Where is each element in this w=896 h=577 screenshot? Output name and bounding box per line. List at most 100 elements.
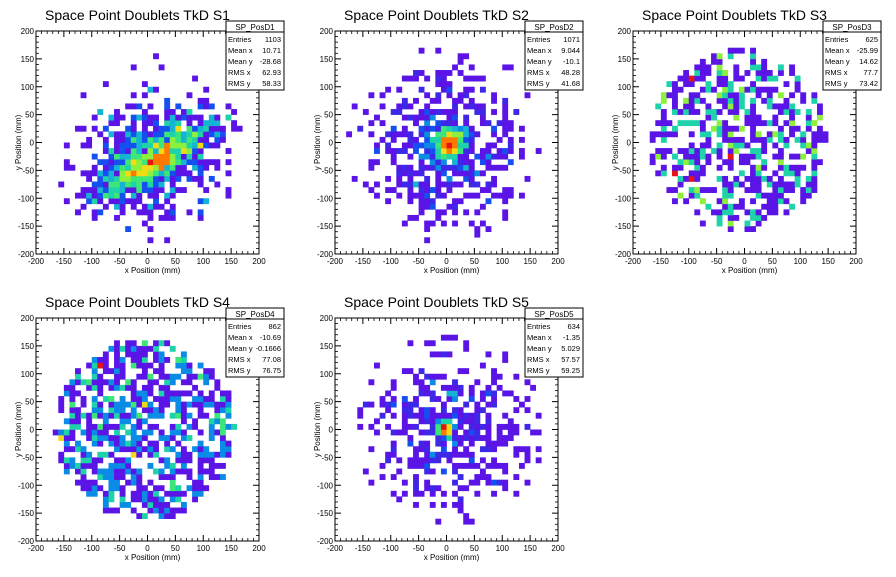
x-tick-label: 50 (171, 544, 180, 553)
heatmap-cell (231, 109, 238, 115)
heatmap-cell (440, 153, 447, 160)
heatmap-cell (401, 103, 408, 110)
y-tick-label: -100 (18, 481, 35, 490)
heatmap-cell (491, 368, 497, 375)
heatmap-cell (761, 97, 768, 104)
heatmap-cell (374, 148, 380, 154)
stats-row-value: 73.42 (859, 79, 878, 88)
heatmap-cell (502, 148, 509, 154)
heatmap-cell (794, 75, 801, 82)
heatmap-cell (435, 175, 442, 182)
heatmap-cell (130, 192, 137, 199)
heatmap-cell (102, 170, 109, 177)
heatmap-cell (463, 153, 470, 160)
heatmap-cell (463, 401, 470, 408)
heatmap-cell (108, 474, 115, 480)
heatmap-cell (413, 490, 419, 497)
heatmap-cell (446, 153, 453, 160)
heatmap-cell (660, 120, 667, 127)
stats-box-name: SP_PosD3 (832, 23, 872, 32)
heatmap-cell (440, 181, 447, 188)
heatmap-cell (733, 64, 740, 71)
heatmap-cell (485, 142, 492, 149)
heatmap-cell (125, 379, 132, 386)
heatmap-cell (772, 198, 779, 205)
heatmap-cell (97, 109, 104, 115)
heatmap-cell (136, 440, 143, 447)
heatmap-cell (452, 451, 458, 458)
heatmap-cell (468, 418, 475, 425)
heatmap-cell (108, 490, 115, 497)
heatmap-cell (485, 429, 492, 436)
heatmap-cell (688, 109, 695, 115)
heatmap-cell (401, 164, 408, 171)
heatmap-cell (119, 114, 126, 121)
heatmap-cell (777, 198, 784, 205)
heatmap-cell (446, 396, 453, 402)
heatmap-cell (147, 170, 154, 177)
heatmap-cell (805, 109, 812, 115)
heatmap-cell (175, 103, 182, 110)
heatmap-cell (169, 345, 176, 352)
heatmap-cell (91, 485, 98, 492)
y-tick-label: 200 (21, 27, 35, 36)
heatmap-cell (136, 170, 143, 177)
heatmap-cell (649, 131, 656, 138)
heatmap-cell (102, 351, 109, 358)
heatmap-cell (766, 198, 773, 205)
heatmap-cell (440, 446, 447, 453)
heatmap-cell (86, 170, 93, 177)
heatmap-cell (91, 357, 98, 363)
heatmap-cell (203, 103, 210, 110)
heatmap-cell (153, 440, 159, 447)
heatmap-cell (91, 362, 98, 369)
heatmap-cell (424, 418, 431, 425)
heatmap-cell (385, 175, 392, 182)
heatmap-cell (805, 125, 812, 132)
x-tick-label: -150 (355, 544, 372, 553)
heatmap-cell (424, 75, 431, 82)
heatmap-cell (401, 97, 408, 104)
heatmap-cell (192, 373, 198, 380)
heatmap-cell (108, 114, 115, 121)
heatmap-cells (52, 340, 238, 520)
heatmap-cell (811, 175, 818, 182)
heatmap-cell (197, 114, 204, 121)
heatmap-cell (457, 407, 464, 414)
heatmap-cell (413, 114, 419, 121)
heatmap-cell (502, 485, 509, 492)
heatmap-cell (722, 92, 729, 99)
heatmap-cell (660, 148, 667, 154)
heatmap-cell (158, 187, 165, 193)
heatmap-cell (794, 164, 801, 171)
heatmap-cell (141, 368, 148, 375)
heatmap-cell (197, 396, 204, 402)
heatmap-cell (440, 468, 447, 475)
heatmap-cell (672, 153, 678, 160)
heatmap-cell (197, 170, 204, 177)
heatmap-cell (192, 446, 198, 453)
heatmap-cell (468, 435, 475, 441)
heatmap-cell (457, 153, 464, 160)
heatmap-cell (672, 92, 678, 99)
heatmap-cell (424, 440, 431, 447)
heatmap-cell (733, 103, 740, 110)
heatmap-cell (513, 109, 520, 115)
heatmap-cell (141, 131, 148, 138)
heatmap-cell (91, 384, 98, 391)
heatmap-cell (699, 164, 706, 171)
heatmap-cell (374, 429, 380, 436)
heatmap-cell (694, 159, 701, 166)
heatmap-cell (69, 429, 76, 436)
heatmap-cell (225, 390, 232, 397)
heatmap-cell (766, 70, 773, 76)
heatmap-cell (208, 468, 215, 475)
heatmap-cell (429, 109, 436, 115)
heatmap-cell (677, 175, 684, 182)
heatmap-cell (524, 423, 531, 430)
y-tick-label: -200 (18, 537, 35, 546)
heatmap-cell (153, 198, 159, 205)
heatmap-cell (401, 368, 408, 375)
heatmap-cell (435, 131, 442, 138)
